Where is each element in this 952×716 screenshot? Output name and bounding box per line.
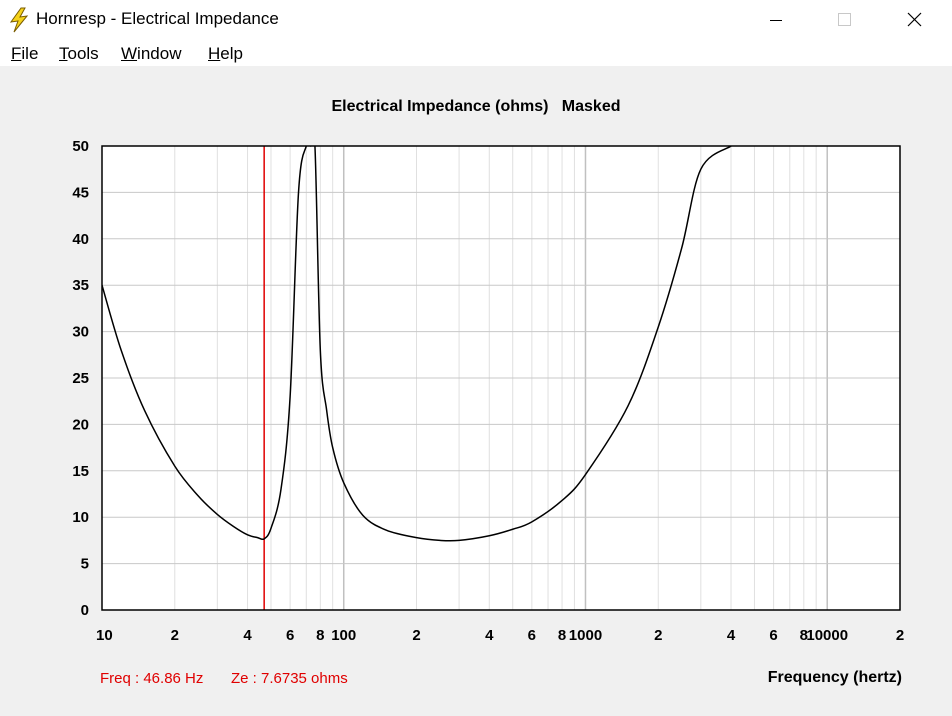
minimize-icon: [770, 20, 782, 21]
lightning-bolt-icon[interactable]: [8, 7, 30, 33]
x-tick-label: 1000: [569, 627, 602, 644]
frequency-readout: Freq : 46.86 Hz: [100, 670, 204, 687]
y-tick-label: 40: [72, 231, 89, 248]
x-axis-label: Frequency (hertz): [767, 669, 902, 686]
x-tick-label: 10000: [806, 627, 848, 644]
title-bar: Hornresp - Electrical Impedance: [0, 0, 952, 40]
y-tick-label: 15: [72, 463, 89, 480]
maximize-icon: [838, 13, 851, 26]
x-tick-label: 2: [896, 627, 904, 644]
x-tick-label: 4: [727, 627, 736, 644]
x-tick-label: 2: [412, 627, 420, 644]
x-tick-label: 6: [528, 627, 536, 644]
close-icon: [907, 12, 922, 27]
x-tick-label: 8: [316, 627, 324, 644]
plot-frame: [101, 145, 901, 611]
impedance-readout: Ze : 7.6735 ohms: [231, 670, 348, 687]
x-tick-label: 2: [654, 627, 662, 644]
impedance-curve: [102, 146, 732, 542]
y-tick-label: 45: [72, 184, 89, 201]
x-tick-label: 4: [243, 627, 252, 644]
maximize-button[interactable]: [810, 0, 880, 40]
x-tick-label: 8: [558, 627, 566, 644]
y-tick-label: 10: [72, 509, 89, 526]
y-tick-label: 35: [72, 277, 89, 294]
chart-title: Electrical Impedance (ohms) Masked: [331, 98, 621, 115]
y-tick-label: 50: [72, 138, 89, 155]
menu-window[interactable]: Window: [121, 44, 182, 63]
x-tick-label: 4: [485, 627, 494, 644]
y-tick-label: 25: [72, 370, 89, 387]
x-tick-label: 2: [171, 627, 179, 644]
close-button[interactable]: [880, 0, 950, 40]
x-tick-label: 6: [286, 627, 294, 644]
menu-tools[interactable]: Tools: [59, 44, 99, 63]
y-tick-label: 5: [81, 556, 89, 573]
menu-file[interactable]: File: [11, 44, 39, 63]
x-tick-label: 100: [331, 627, 356, 644]
window-title: Hornresp - Electrical Impedance: [36, 9, 279, 28]
y-tick-label: 30: [72, 324, 89, 341]
menu-help[interactable]: Help: [208, 44, 243, 63]
x-tick-label: 6: [769, 627, 777, 644]
menu-bar: File Tools Window Help: [0, 40, 952, 66]
x-tick-label: 10: [96, 627, 113, 644]
y-tick-label: 0: [81, 602, 89, 619]
x-tick-label: 8: [800, 627, 808, 644]
minimize-button[interactable]: [742, 0, 812, 40]
y-tick-label: 20: [72, 416, 89, 433]
